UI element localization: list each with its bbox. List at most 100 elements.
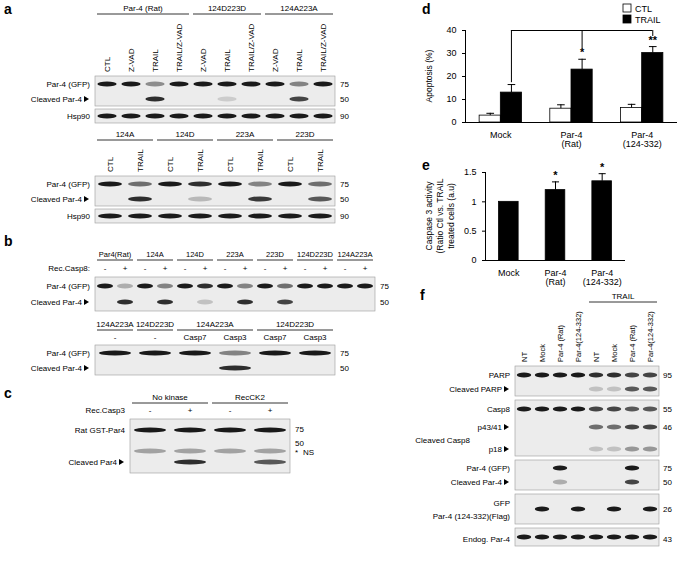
- svg-text:TRAIL: TRAIL: [196, 149, 205, 172]
- svg-text:0.5: 0.5: [464, 226, 477, 236]
- svg-text:50: 50: [340, 195, 349, 204]
- svg-text:124A223A: 124A223A: [96, 320, 134, 329]
- svg-text:20: 20: [446, 71, 456, 81]
- svg-text:Par-4 (GFP): Par-4 (GFP): [46, 349, 90, 358]
- svg-text:Hsp90: Hsp90: [67, 212, 91, 221]
- svg-text:124A: 124A: [146, 250, 164, 259]
- svg-text:TRAIL/Z-VAD: TRAIL/Z-VAD: [247, 23, 256, 72]
- svg-text:50: 50: [663, 478, 672, 487]
- svg-text:124D223D: 124D223D: [136, 320, 174, 329]
- svg-text:Rec.Casp8:: Rec.Casp8:: [48, 264, 90, 273]
- svg-text:75: 75: [380, 282, 389, 291]
- svg-text:40: 40: [446, 25, 456, 35]
- svg-text:124A: 124A: [116, 130, 135, 139]
- svg-text:Cleaved Par4: Cleaved Par4: [69, 458, 118, 467]
- svg-text:+: +: [123, 264, 128, 273]
- svg-text:Casp7: Casp7: [263, 333, 287, 342]
- svg-text:TRAIL: TRAIL: [223, 49, 232, 72]
- svg-text:0: 0: [471, 255, 476, 265]
- svg-text:Casp8: Casp8: [487, 405, 511, 414]
- svg-text:223A: 223A: [226, 250, 244, 259]
- svg-text:Mock: Mock: [610, 344, 619, 362]
- svg-text:p18: p18: [489, 445, 503, 454]
- svg-text:+: +: [323, 264, 328, 273]
- svg-text:TRAIL: TRAIL: [316, 149, 325, 172]
- svg-text:Par-4 (124-332)(Flag): Par-4 (124-332)(Flag): [433, 512, 511, 521]
- svg-text:Caspase 3 activity: Caspase 3 activity: [424, 181, 434, 251]
- svg-text:CTL: CTL: [226, 156, 235, 172]
- svg-text:Casp3: Casp3: [303, 333, 327, 342]
- svg-text:124A223A: 124A223A: [280, 4, 318, 13]
- svg-text:TRAIL: TRAIL: [136, 149, 145, 172]
- svg-text:CTL: CTL: [103, 56, 112, 72]
- svg-text:Par-4(124-332): Par-4(124-332): [583, 268, 622, 287]
- svg-text:75: 75: [340, 80, 349, 89]
- svg-text:CTL: CTL: [166, 156, 175, 172]
- svg-text:RecCK2: RecCK2: [235, 393, 265, 402]
- svg-text:TRAIL: TRAIL: [612, 292, 635, 301]
- svg-text:NT: NT: [592, 352, 601, 362]
- svg-text:*: *: [553, 169, 558, 181]
- svg-text:75: 75: [663, 464, 672, 473]
- svg-text:c: c: [4, 385, 12, 401]
- svg-text:50: 50: [340, 95, 349, 104]
- svg-text:55: 55: [663, 405, 672, 414]
- svg-text:Par-4 (GFP): Par-4 (GFP): [46, 282, 90, 291]
- svg-text:Par-4(124-332): Par-4(124-332): [574, 311, 583, 362]
- svg-text:No kinase: No kinase: [152, 393, 188, 402]
- svg-text:124A223A: 124A223A: [337, 250, 372, 259]
- svg-text:43: 43: [663, 535, 672, 544]
- svg-text:Par-4(124-332): Par-4(124-332): [646, 311, 655, 362]
- svg-text:Cleaved Par-4: Cleaved Par-4: [451, 478, 503, 487]
- svg-text:-: -: [104, 264, 107, 273]
- svg-text:Par-4(Rat): Par-4(Rat): [560, 130, 582, 149]
- svg-text:223D: 223D: [295, 130, 314, 139]
- svg-text:*: *: [295, 448, 298, 457]
- svg-text:CTL: CTL: [106, 156, 115, 172]
- svg-text:-: -: [344, 264, 347, 273]
- svg-text:0: 0: [451, 117, 456, 127]
- svg-text:GFP: GFP: [494, 499, 510, 508]
- svg-text:50: 50: [295, 439, 304, 448]
- svg-text:-: -: [224, 264, 227, 273]
- svg-text:Mock: Mock: [490, 130, 512, 140]
- svg-text:124D223D: 124D223D: [208, 4, 246, 13]
- svg-text:*: *: [600, 161, 605, 173]
- svg-text:Z-VAD: Z-VAD: [199, 48, 208, 72]
- svg-text:-: -: [229, 406, 232, 415]
- svg-text:-: -: [149, 406, 152, 415]
- svg-text:90: 90: [340, 212, 349, 221]
- svg-text:Z-VAD: Z-VAD: [127, 48, 136, 72]
- svg-text:CTL: CTL: [635, 4, 652, 14]
- svg-text:124D223D: 124D223D: [297, 250, 333, 259]
- svg-text:Mock: Mock: [498, 268, 520, 278]
- svg-text:Par-4 (Rat): Par-4 (Rat): [123, 4, 163, 13]
- svg-text:Cleaved Par-4: Cleaved Par-4: [31, 298, 83, 307]
- svg-text:+: +: [268, 406, 273, 415]
- svg-text:+: +: [243, 264, 248, 273]
- svg-text:223D: 223D: [266, 250, 285, 259]
- svg-text:Cleaved Par-4: Cleaved Par-4: [31, 195, 83, 204]
- svg-text:75: 75: [340, 180, 349, 189]
- svg-text:TRAIL/Z-VAD: TRAIL/Z-VAD: [175, 23, 184, 72]
- svg-text:Par-4(124-332): Par-4(124-332): [623, 130, 662, 149]
- svg-text:+: +: [188, 406, 193, 415]
- svg-text:Par-4 (Rat): Par-4 (Rat): [628, 324, 637, 362]
- svg-text:-: -: [154, 333, 157, 342]
- svg-text:TRAIL: TRAIL: [151, 49, 160, 72]
- svg-text:b: b: [4, 233, 13, 249]
- svg-text:Par-4 (GFP): Par-4 (GFP): [466, 464, 510, 473]
- svg-text:Casp7: Casp7: [183, 333, 207, 342]
- svg-text:Casp3: Casp3: [223, 333, 247, 342]
- svg-text:Cleaved Par-4: Cleaved Par-4: [31, 95, 83, 104]
- svg-text:+: +: [163, 264, 168, 273]
- svg-text:90: 90: [340, 112, 349, 121]
- svg-text:(Ratio Ctl vs. TRAIL: (Ratio Ctl vs. TRAIL: [435, 178, 445, 253]
- svg-text:TRAIL: TRAIL: [295, 49, 304, 72]
- svg-text:Endog. Par-4: Endog. Par-4: [463, 535, 511, 544]
- svg-text:-: -: [144, 264, 147, 273]
- svg-text:Mock: Mock: [538, 344, 547, 362]
- svg-text:124D: 124D: [175, 130, 194, 139]
- svg-text:+: +: [283, 264, 288, 273]
- svg-text:124A223A: 124A223A: [196, 320, 234, 329]
